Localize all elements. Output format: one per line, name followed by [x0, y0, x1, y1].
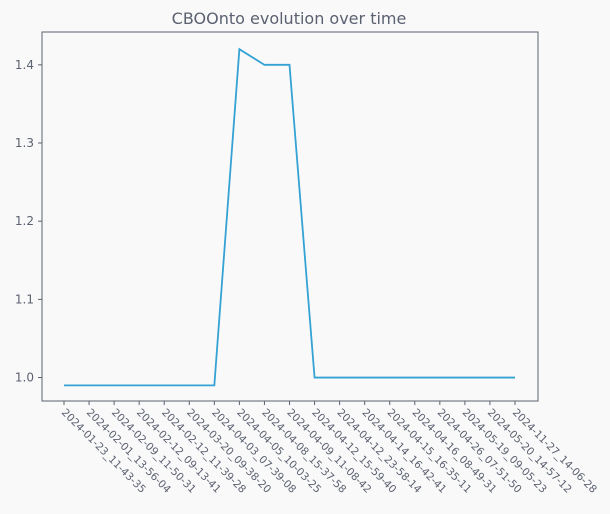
data-point — [288, 63, 292, 67]
x-axis: 2024-01-23_11-43-352024-02-01_13-56-0420… — [59, 401, 599, 496]
data-point — [162, 383, 166, 387]
data-point — [463, 376, 467, 380]
data-point — [363, 376, 367, 380]
data-point — [112, 383, 116, 387]
y-tick-label: 1.0 — [15, 371, 34, 385]
data-point — [513, 376, 517, 380]
data-point — [488, 376, 492, 380]
data-point — [137, 383, 141, 387]
data-point — [87, 383, 91, 387]
data-point — [212, 383, 216, 387]
y-tick-label: 1.1 — [15, 292, 34, 306]
data-point — [62, 383, 66, 387]
data-point — [413, 376, 417, 380]
y-tick-label: 1.4 — [15, 58, 34, 72]
y-tick-label: 1.3 — [15, 136, 34, 150]
y-tick-label: 1.2 — [15, 214, 34, 228]
y-axis: 1.0 1.1 1.2 1.3 1.4 — [15, 58, 42, 385]
data-point — [262, 63, 266, 67]
data-point — [388, 376, 392, 380]
data-point — [313, 376, 317, 380]
data-point — [438, 376, 442, 380]
series-group — [62, 47, 517, 387]
data-point — [187, 383, 191, 387]
chart-title: CBOOnto evolution over time — [172, 9, 407, 28]
data-point — [338, 376, 342, 380]
plot-area-frame — [41, 31, 539, 402]
data-point — [237, 47, 241, 51]
series-line — [64, 47, 515, 387]
